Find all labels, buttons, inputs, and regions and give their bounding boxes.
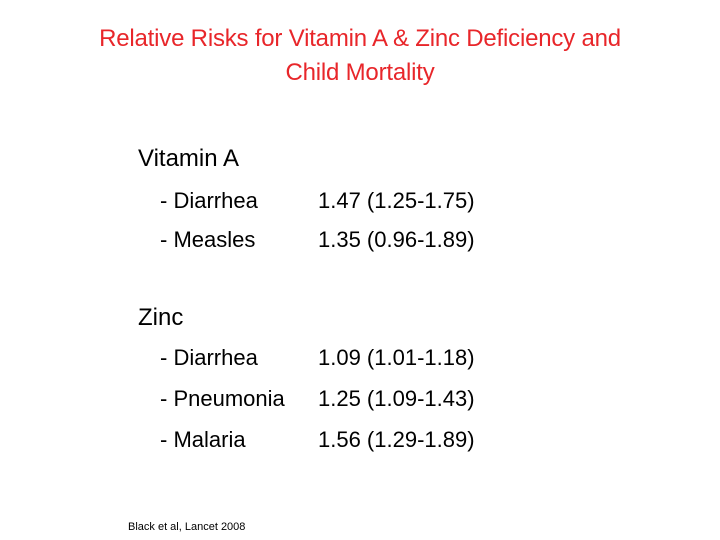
slide-title: Relative Risks for Vitamin A & Zinc Defi… (40, 22, 680, 90)
group-label-vitamin-a: Vitamin A (138, 145, 239, 172)
title-line-1: Relative Risks for Vitamin A & Zinc Defi… (99, 25, 621, 52)
outcome-label: - Diarrhea (160, 188, 258, 213)
outcome-label: - Pneumonia (160, 386, 285, 411)
outcome-label: - Diarrhea (160, 345, 258, 370)
relative-risk-value: 1.35 (0.96-1.89) (318, 227, 475, 252)
outcome-label: - Malaria (160, 427, 246, 452)
outcome-label: - Measles (160, 227, 256, 252)
relative-risk-value: 1.56 (1.29-1.89) (318, 427, 475, 452)
relative-risk-value: 1.47 (1.25-1.75) (318, 188, 475, 213)
relative-risk-value: 1.25 (1.09-1.43) (318, 386, 475, 411)
group-label-zinc: Zinc (138, 304, 184, 331)
relative-risk-value: 1.09 (1.01-1.18) (318, 345, 475, 370)
title-line-2: Child Mortality (285, 59, 435, 86)
citation: Black et al, Lancet 2008 (128, 521, 246, 533)
